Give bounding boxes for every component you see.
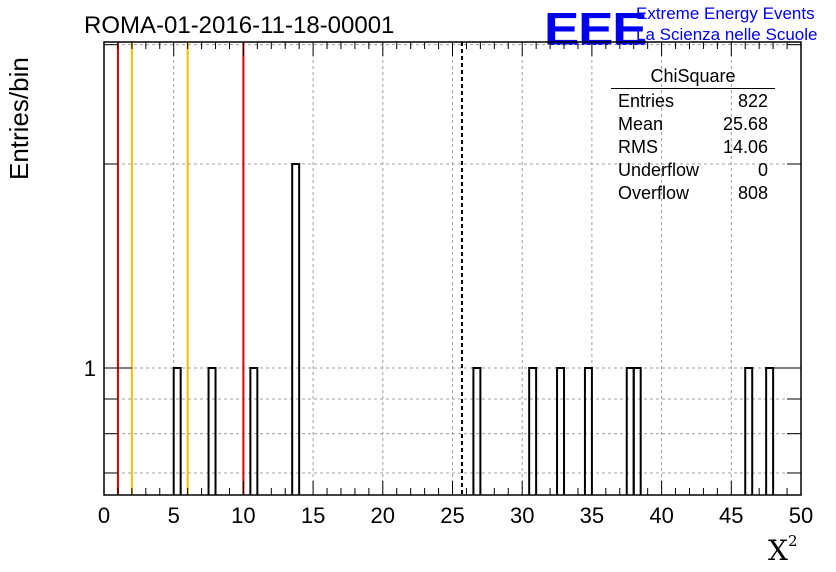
- histogram-bar: [472, 367, 482, 495]
- y-tick-label: 1: [84, 356, 96, 381]
- histogram-bar: [556, 367, 566, 495]
- stats-box: ChiSquare Entries 822 Mean 25.68 RMS 14.06 Und…: [611, 66, 775, 205]
- stats-value: 0: [757, 160, 768, 180]
- stats-value: 25.68: [722, 114, 768, 134]
- chart-title: ROMA-01-2016-11-18-00001: [84, 12, 395, 39]
- histogram-bar: [528, 367, 538, 495]
- stats-row: Overflow 808: [611, 182, 775, 205]
- histogram-bar: [765, 367, 775, 495]
- histogram-bar: [172, 367, 182, 495]
- histogram-bar: [744, 367, 754, 495]
- stats-label: RMS: [618, 137, 658, 157]
- stats-value: 808: [737, 183, 768, 203]
- x-tick-label: 5: [168, 503, 180, 528]
- histogram-bar: [583, 367, 593, 495]
- stats-value: 14.06: [722, 137, 768, 157]
- x-axis-label: X2: [768, 531, 798, 567]
- logo-caption-line2: La Scienza nelle Scuole: [636, 25, 818, 44]
- logo-caption-line1: Extreme Energy Events: [636, 4, 815, 23]
- stats-row: Underflow 0: [611, 159, 775, 182]
- histogram-bar: [207, 367, 217, 495]
- stats-title: ChiSquare: [611, 66, 775, 89]
- x-tick-label: 0: [98, 503, 110, 528]
- x-tick-label: 35: [580, 503, 604, 528]
- stats-row: Mean 25.68: [611, 113, 775, 136]
- x-tick-label: 10: [231, 503, 255, 528]
- logo-caption: Extreme Energy Events La Scienza nelle S…: [636, 3, 817, 45]
- stats-value: 822: [737, 91, 768, 111]
- x-tick-label: 50: [789, 503, 813, 528]
- stats-label: Mean: [618, 114, 664, 134]
- histogram-bar: [291, 163, 301, 495]
- x-tick-label: 25: [440, 503, 464, 528]
- x-tick-label: 45: [719, 503, 743, 528]
- x-axis-label-superscript: 2: [787, 531, 798, 550]
- histogram-bar: [625, 367, 635, 495]
- stats-label: Entries: [618, 91, 675, 111]
- stats-row: Entries 822: [611, 90, 775, 113]
- x-tick-label: 40: [649, 503, 673, 528]
- x-tick-label: 15: [301, 503, 325, 528]
- x-axis-label-base: X: [768, 534, 788, 567]
- histogram-bar: [632, 367, 642, 495]
- eee-logo: EEE: [544, 3, 648, 55]
- stats-row: RMS 14.06: [611, 136, 775, 159]
- histogram-bar: [249, 367, 259, 495]
- x-tick-label: 20: [371, 503, 395, 528]
- x-tick-label: 30: [510, 503, 534, 528]
- stats-label: Underflow: [618, 160, 700, 180]
- stats-label: Overflow: [618, 183, 690, 203]
